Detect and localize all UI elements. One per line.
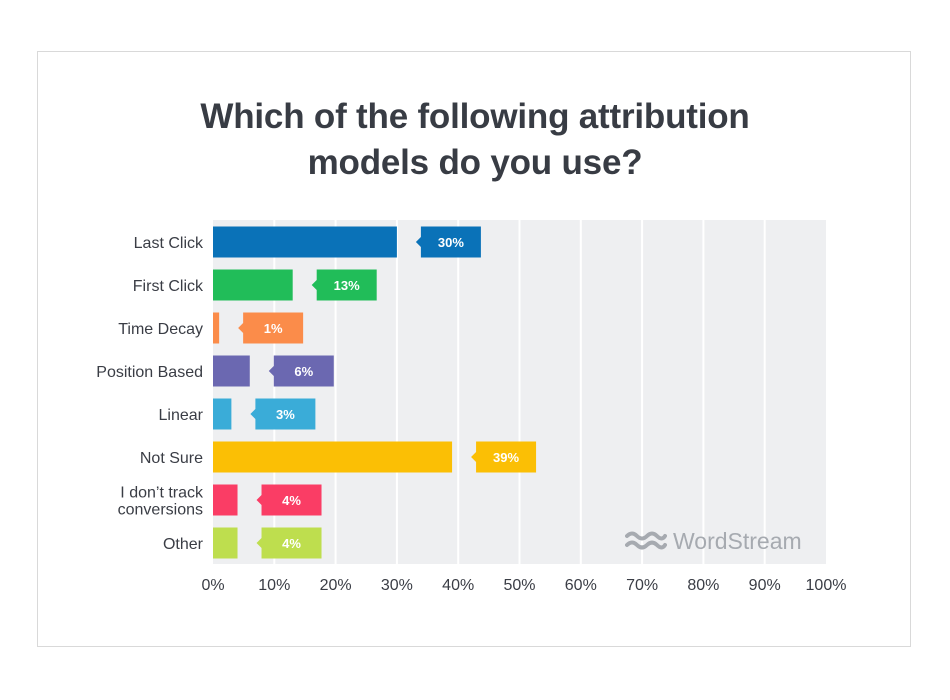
data-label: 1% (264, 321, 283, 336)
y-category-label: Other (163, 536, 204, 553)
bar (213, 484, 238, 516)
x-tick-label: 100% (806, 577, 847, 594)
bar (213, 398, 232, 430)
data-label-bubble (250, 398, 316, 430)
y-category-label: First Click (133, 278, 204, 295)
y-category-label: Time Decay (118, 321, 203, 338)
bar (213, 269, 293, 301)
x-tick-label: 30% (381, 577, 413, 594)
x-tick-label: 40% (442, 577, 474, 594)
bar (213, 226, 397, 258)
x-tick-label: 50% (503, 577, 535, 594)
data-label-bubble (311, 269, 377, 301)
data-label-bubble (256, 527, 322, 559)
bar (213, 441, 453, 473)
x-tick-label: 90% (749, 577, 781, 594)
data-label: 4% (282, 493, 301, 508)
x-tick-label: 80% (687, 577, 719, 594)
y-category-label: Position Based (96, 364, 203, 381)
title-line-2: models do you use? (307, 143, 643, 182)
data-label: 4% (282, 536, 301, 551)
data-label-bubble (238, 312, 304, 344)
data-label: 13% (334, 278, 360, 293)
x-tick-label: 70% (626, 577, 658, 594)
data-label-bubble (256, 484, 322, 516)
y-category-label: conversions (118, 502, 203, 519)
wordstream-logo: WordStream (625, 527, 802, 555)
data-label: 30% (438, 235, 464, 250)
title-line-1: Which of the following attribution (200, 97, 750, 136)
x-tick-label: 0% (201, 577, 224, 594)
data-label-bubble (268, 355, 334, 387)
data-label: 3% (276, 407, 295, 422)
x-tick-label: 10% (258, 577, 290, 594)
logo-text: WordStream (673, 527, 802, 554)
data-label-bubble (415, 226, 481, 258)
y-category-label: Last Click (134, 235, 204, 252)
wave-icon (625, 531, 667, 550)
y-category-label: Linear (159, 407, 204, 424)
data-label: 39% (493, 450, 519, 465)
x-tick-label: 60% (565, 577, 597, 594)
y-category-label: Not Sure (140, 450, 203, 467)
bar (213, 355, 250, 387)
x-tick-label: 20% (320, 577, 352, 594)
data-label-bubble (471, 441, 537, 473)
data-label: 6% (294, 364, 313, 379)
bar (213, 312, 220, 344)
y-category-label: I don’t track (120, 485, 204, 502)
bar (213, 527, 238, 559)
chart-title: Which of the following attribution model… (37, 94, 913, 186)
